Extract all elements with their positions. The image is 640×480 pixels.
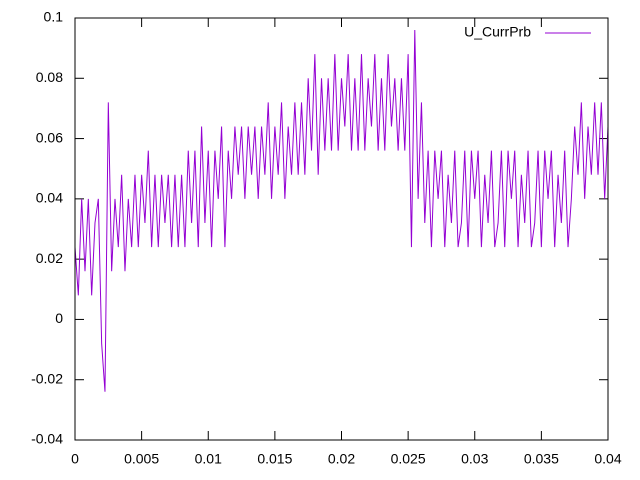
x-tick-label: 0.04 (594, 451, 621, 467)
y-tick-label: -0.02 (31, 370, 63, 386)
x-tick-label: 0 (71, 451, 79, 467)
x-tick-label: 0.015 (257, 451, 292, 467)
legend-label: U_CurrPrb (464, 24, 531, 40)
x-tick-label: 0.035 (524, 451, 559, 467)
y-tick-label: 0 (55, 310, 63, 326)
x-tick-label: 0.02 (328, 451, 355, 467)
x-tick-label: 0.03 (461, 451, 488, 467)
y-tick-label: 0.06 (36, 129, 63, 145)
x-tick-label: 0.005 (124, 451, 159, 467)
plot-border (74, 17, 609, 441)
data-line (74, 30, 609, 392)
y-tick-label: 0.04 (36, 190, 63, 206)
y-tick-label: 0.02 (36, 250, 63, 266)
x-tick-label: 0.025 (391, 451, 426, 467)
x-tick-label: 0.01 (195, 451, 222, 467)
y-tick-label: 0.08 (36, 69, 63, 85)
y-tick-label: 0.1 (44, 9, 64, 25)
y-tick-label: -0.04 (31, 431, 63, 447)
